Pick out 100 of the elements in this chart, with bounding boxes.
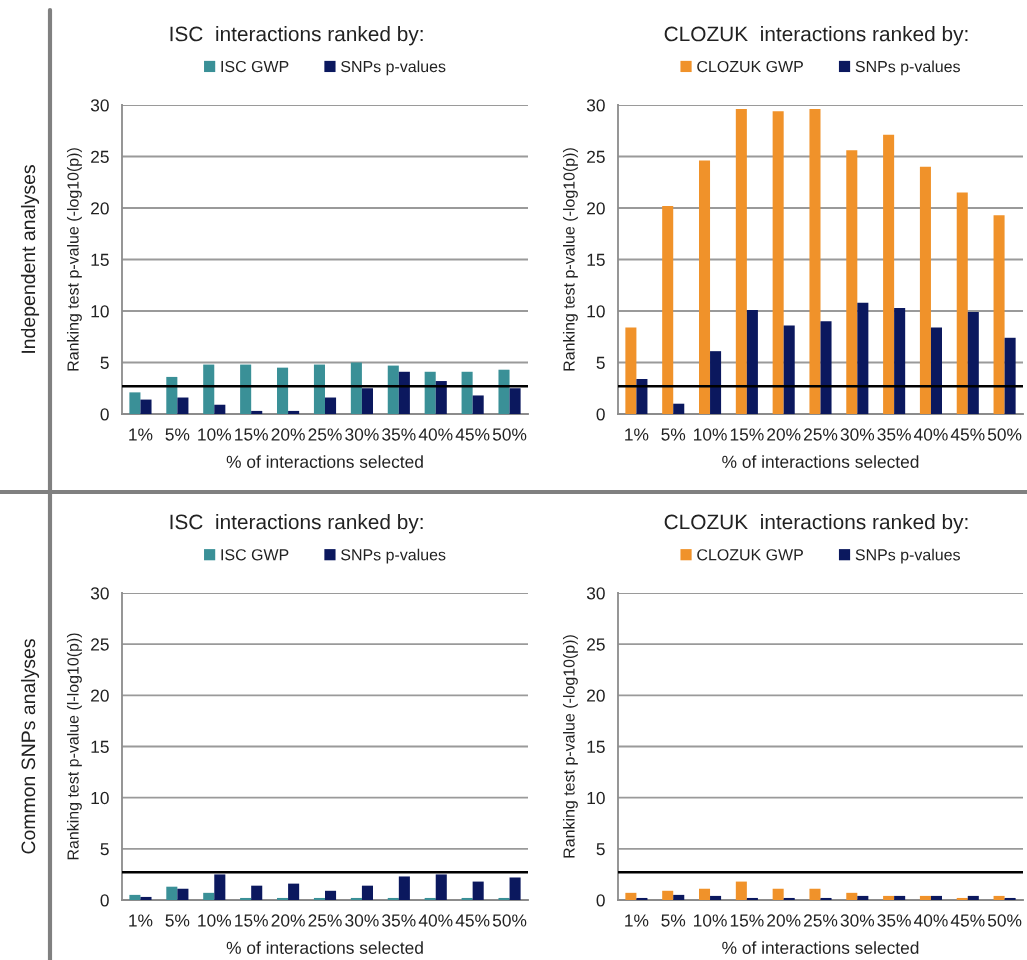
x-tick-label: 45% (950, 428, 985, 441)
x-tick-label: 5% (661, 428, 686, 441)
bar (919, 166, 931, 414)
x-tick-label: 45% (455, 914, 490, 927)
x-tick-label: 30% (840, 914, 875, 927)
legend-label: CLOZUK GWP (697, 549, 803, 561)
x-tick-label: 40% (913, 914, 948, 927)
y-tick-label: 20 (587, 202, 605, 215)
bar (625, 327, 637, 414)
x-tick-label: 15% (235, 914, 268, 927)
bar (325, 397, 337, 414)
x-tick-label: 10% (694, 428, 727, 441)
x-tick-label: 5% (661, 914, 686, 927)
bar (509, 388, 521, 414)
y-tick-label: 30 (90, 99, 109, 112)
bar (361, 388, 373, 414)
bar (214, 404, 226, 414)
x-tick-label: 40% (418, 914, 453, 927)
x-tick-label: 5% (165, 428, 190, 441)
y-axis-title: Ranking test p-value (l-log10(p)) (66, 633, 82, 860)
text: Independent analyses (20, 165, 40, 353)
x-tick-label: 50% (987, 428, 1022, 441)
chart-title: CLOZUK interactions ranked by: (664, 514, 968, 534)
x-tick-label: 1% (129, 428, 153, 441)
bar (313, 364, 325, 414)
bar (203, 364, 215, 414)
x-tick-label: 50% (492, 914, 527, 927)
bar (699, 160, 711, 414)
chart-title: ISC interactions ranked by: (170, 26, 423, 46)
x-axis-title: % of interactions selected (226, 941, 423, 954)
bar (857, 302, 869, 414)
x-axis-title: % of interactions selected (722, 455, 919, 468)
bar (673, 403, 685, 414)
bar (435, 381, 447, 414)
x-tick-label: 20% (767, 914, 801, 927)
x-tick-label: 15% (730, 428, 764, 441)
bar (398, 371, 410, 414)
bar (894, 307, 906, 414)
y-tick-label: 25 (91, 638, 109, 651)
y-tick-label: 10 (91, 305, 109, 318)
x-tick-label: 35% (877, 428, 911, 441)
bar (166, 376, 178, 414)
bar (1004, 337, 1016, 414)
bar (846, 150, 858, 414)
y-tick-label: 25 (587, 638, 605, 651)
bar (461, 371, 473, 414)
y-tick-label: 5 (100, 356, 109, 369)
y-tick-label: 15 (91, 740, 109, 753)
legend-label: CLOZUK GWP (697, 60, 803, 73)
bar (387, 365, 399, 414)
legend-label: SNPs p-values (341, 548, 446, 564)
x-tick-label: 40% (913, 428, 948, 441)
x-tick-label: 25% (804, 914, 838, 927)
bar (772, 111, 784, 414)
bar (177, 397, 189, 414)
y-tick-label: 15 (91, 253, 109, 266)
y-tick-label: 5 (100, 843, 109, 856)
bar (240, 364, 252, 414)
x-tick-label: 50% (492, 428, 527, 441)
bar (140, 399, 152, 414)
x-tick-label: 50% (987, 914, 1022, 927)
x-tick-label: 35% (382, 428, 416, 441)
bar (735, 109, 747, 414)
x-tick-label: 1% (129, 914, 153, 927)
y-tick-label: 15 (587, 253, 605, 266)
bar (288, 410, 300, 414)
y-tick-label: 0 (100, 894, 109, 907)
y-tick-label: 15 (587, 740, 605, 753)
y-tick-label: 5 (596, 356, 605, 369)
bar (277, 367, 289, 414)
y-axis-title: Ranking test p-value (-log10(p)) (562, 635, 578, 858)
y-tick-label: 20 (91, 202, 109, 215)
bar (883, 134, 895, 414)
x-tick-label: 10% (198, 914, 232, 927)
x-tick-label: 30% (345, 914, 379, 927)
legend-label: SNPs p-values (341, 60, 446, 76)
x-tick-label: 45% (950, 914, 985, 927)
x-axis-title: % of interactions selected (722, 941, 919, 954)
x-tick-label: 30% (840, 428, 875, 441)
bar (472, 395, 484, 414)
bar (956, 192, 968, 414)
bar (129, 392, 141, 414)
chart-title: ISC interactions ranked by: (170, 514, 423, 534)
text: Common SNPs analyses (20, 639, 40, 854)
legend-label: ISC GWP (221, 60, 289, 73)
x-tick-label: 20% (767, 428, 801, 441)
y-tick-label: 10 (587, 305, 605, 318)
bar (809, 109, 821, 414)
bar (251, 410, 263, 414)
bar (783, 325, 795, 414)
x-tick-label: 25% (308, 914, 342, 927)
x-tick-label: 1% (625, 914, 649, 927)
bar (498, 369, 510, 414)
bar (746, 309, 758, 414)
y-tick-label: 0 (100, 408, 109, 421)
x-tick-label: 15% (730, 914, 764, 927)
y-axis-title: Ranking test p-value (-log10(p)) (66, 148, 82, 371)
y-tick-label: 5 (596, 843, 605, 856)
x-tick-label: 30% (345, 428, 379, 441)
y-tick-label: 25 (587, 150, 605, 163)
